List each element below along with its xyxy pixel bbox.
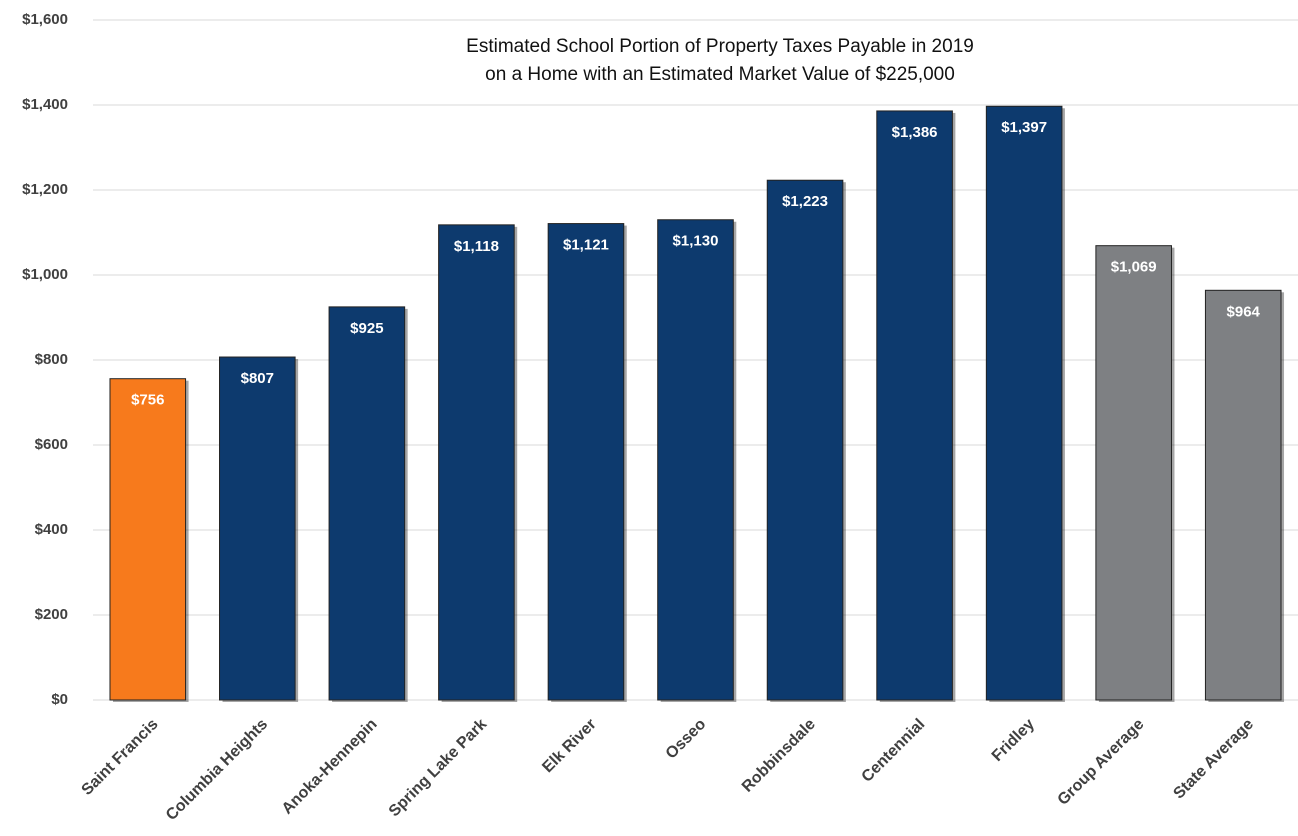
x-tick-label: Osseo	[663, 716, 710, 763]
chart-title: on a Home with an Estimated Market Value…	[485, 64, 955, 85]
bar	[109, 378, 187, 701]
value-label: $1,118	[454, 238, 499, 255]
value-label: $1,223	[782, 193, 828, 210]
chart-title: Estimated School Portion of Property Tax…	[466, 36, 974, 57]
x-tick-label: Fridley	[989, 716, 1038, 765]
value-label: $1,397	[1001, 119, 1047, 136]
value-label: $925	[350, 320, 383, 337]
bar	[876, 110, 953, 701]
x-tick-label: Spring Lake Park	[386, 716, 491, 821]
value-label: $964	[1227, 303, 1261, 320]
bar	[438, 224, 515, 701]
y-tick-label: $1,400	[22, 96, 68, 113]
bar	[328, 306, 406, 701]
x-tick-label: Anoka-Hennepin	[279, 716, 381, 818]
y-tick-label: $1,000	[22, 266, 68, 283]
y-tick-label: $0	[51, 691, 68, 708]
bar	[766, 179, 844, 701]
x-tick-label: Columbia Heights	[163, 716, 271, 824]
y-tick-label: $1,600	[22, 11, 68, 28]
bar	[219, 356, 296, 701]
x-tick-label: Saint Francis	[79, 716, 162, 799]
x-tick-label: Robbinsdale	[739, 716, 819, 796]
value-label: $1,386	[892, 124, 938, 141]
value-label: $807	[241, 370, 274, 387]
y-tick-label: $600	[35, 436, 68, 453]
y-tick-label: $800	[35, 351, 68, 368]
y-tick-label: $200	[35, 606, 68, 623]
y-tick-label: $1,200	[22, 181, 68, 198]
value-label: $1,121	[563, 237, 609, 254]
bar	[1204, 289, 1282, 701]
value-label: $756	[131, 392, 164, 409]
value-label: $1,130	[673, 233, 719, 250]
value-label: $1,069	[1111, 259, 1157, 276]
bar	[985, 105, 1063, 701]
bar	[657, 219, 734, 701]
x-tick-label: State Average	[1170, 716, 1257, 803]
x-tick-label: Centennial	[859, 716, 929, 786]
x-tick-label: Group Average	[1055, 716, 1148, 809]
y-tick-label: $400	[35, 521, 68, 538]
bar	[1095, 245, 1172, 701]
bar	[547, 223, 625, 701]
x-tick-label: Elk River	[539, 716, 599, 776]
